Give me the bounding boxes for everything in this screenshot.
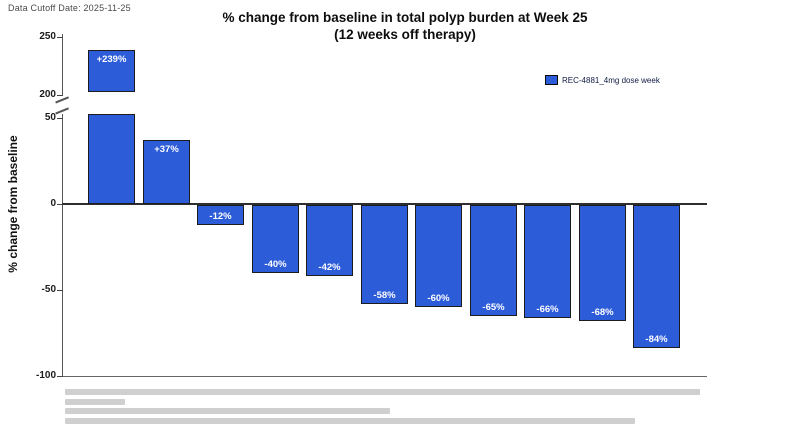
bar-label: +37% <box>154 144 179 155</box>
y-axis-line <box>62 114 63 376</box>
y-tick-label: -100 <box>35 370 56 381</box>
bar-label: -40% <box>264 259 287 270</box>
bar-label: -84% <box>645 334 668 345</box>
bar <box>252 205 299 273</box>
y-tick-label: 200 <box>39 89 56 100</box>
legend: REC-4881_4mg dose week <box>545 75 660 85</box>
y-tick-mark <box>57 37 63 38</box>
bar-label: -66% <box>536 304 559 315</box>
chart-title-line1: % change from baseline in total polyp bu… <box>222 10 588 25</box>
footnote-line <box>65 408 390 414</box>
bar <box>88 50 135 92</box>
bar-label: -12% <box>209 211 232 222</box>
zero-baseline-line <box>62 203 707 205</box>
bar-label: -58% <box>373 290 396 301</box>
footnote-line <box>65 417 635 424</box>
y-tick-label: -50 <box>41 284 56 295</box>
bar <box>143 140 190 204</box>
y-tick-mark <box>57 204 63 205</box>
bar-label: +239% <box>96 54 127 65</box>
y-tick-label: 50 <box>44 112 56 123</box>
y-tick-mark <box>57 118 63 119</box>
bar-label: -42% <box>318 262 341 273</box>
data-cutoff-date: Data Cutoff Date: 2025-11-25 <box>8 3 131 13</box>
legend-swatch-icon <box>545 75 558 85</box>
bar <box>470 205 517 316</box>
bar-label: -65% <box>482 302 505 313</box>
bar <box>579 205 626 321</box>
footnote-line <box>65 398 125 405</box>
y-tick-label: 0 <box>50 198 56 209</box>
bar <box>524 205 571 318</box>
footnote-block <box>65 389 725 427</box>
y-tick-mark <box>57 290 63 291</box>
legend-label: REC-4881_4mg dose week <box>562 75 660 85</box>
bar-label: -60% <box>427 293 450 304</box>
axis-break-icon <box>55 96 69 104</box>
chart-title-line2: (12 weeks off therapy) <box>334 27 476 42</box>
bar <box>415 205 462 307</box>
bar <box>306 205 353 276</box>
y-tick-mark <box>57 95 63 96</box>
chart-title: % change from baseline in total polyp bu… <box>100 9 710 43</box>
bar <box>197 205 244 225</box>
footnote-line <box>65 389 700 395</box>
bar-label: -68% <box>591 307 614 318</box>
y-tick-label: 250 <box>39 31 56 42</box>
y-tick-mark <box>57 376 63 377</box>
bar <box>633 205 680 348</box>
y-axis-line <box>62 34 63 96</box>
x-axis-line <box>62 376 707 377</box>
bar <box>361 205 408 304</box>
bar <box>88 114 135 204</box>
